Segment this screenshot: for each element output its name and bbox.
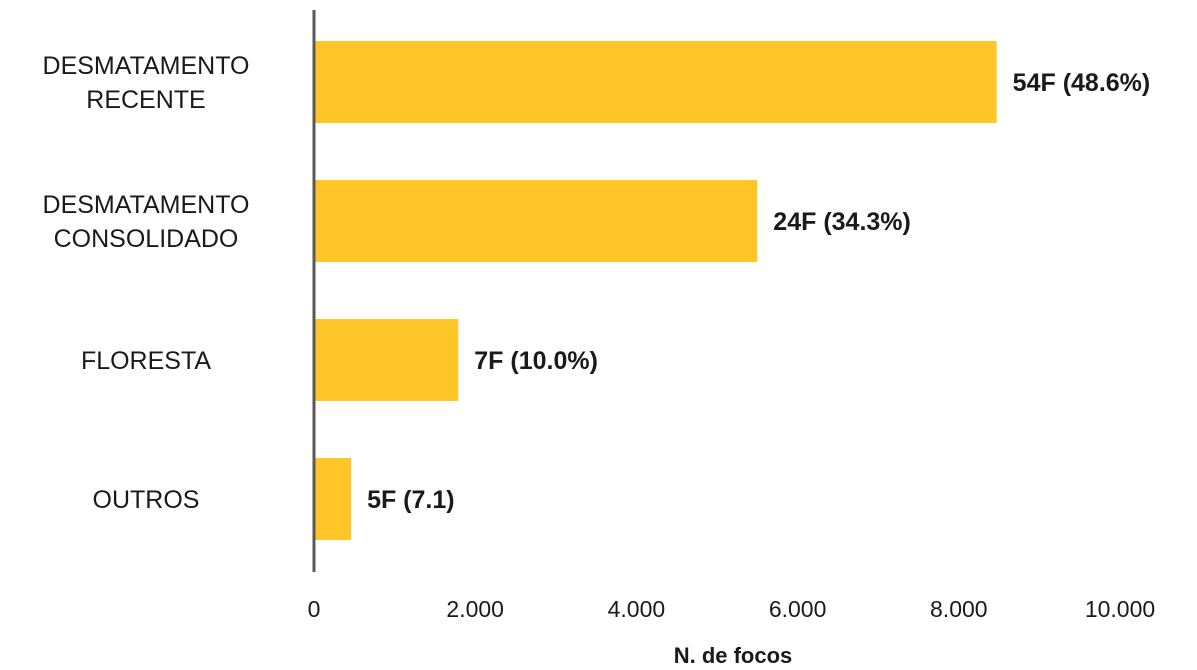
category-label-line: FLORESTA: [81, 347, 211, 375]
category-label-line: RECENTE: [86, 86, 205, 114]
bar-2: [314, 319, 459, 401]
x-axis-title: N. de focos: [674, 643, 793, 668]
bar-1: [314, 180, 758, 262]
data-labels: 54F (48.6%) 24F (34.3%) 7F (10.0%) 5F (7.1): [367, 69, 1150, 514]
category-label-0: DESMATAMENTO RECENTE: [43, 52, 250, 114]
category-label-line: DESMATAMENTO: [43, 191, 250, 219]
category-label-2: FLORESTA: [81, 347, 211, 375]
category-label-line: OUTROS: [93, 486, 200, 514]
x-tick-label-0: 0: [308, 596, 321, 622]
x-tick-labels: 0 2.000 4.000 6.000 8.000 10.000: [308, 596, 1156, 622]
category-label-3: OUTROS: [93, 486, 200, 514]
data-label-0: 54F (48.6%): [1013, 69, 1151, 97]
x-tick-label-1: 2.000: [446, 596, 504, 622]
category-labels: DESMATAMENTO RECENTE DESMATAMENTO CONSOLIDA…: [43, 52, 250, 514]
x-tick-label-4: 8.000: [930, 596, 988, 622]
category-label-1: DESMATAMENTO CONSOLIDADO: [43, 191, 250, 253]
bars-layer: [314, 41, 997, 540]
x-tick-label-3: 6.000: [769, 596, 827, 622]
bar-3: [314, 458, 352, 540]
category-label-line: CONSOLIDADO: [54, 225, 239, 253]
category-label-line: DESMATAMENTO: [43, 52, 250, 80]
bar-0: [314, 41, 997, 123]
data-label-3: 5F (7.1): [367, 486, 455, 514]
x-tick-label-2: 4.000: [608, 596, 666, 622]
data-label-2: 7F (10.0%): [474, 347, 598, 375]
data-label-1: 24F (34.3%): [773, 208, 911, 236]
x-tick-label-5: 10.000: [1085, 596, 1155, 622]
